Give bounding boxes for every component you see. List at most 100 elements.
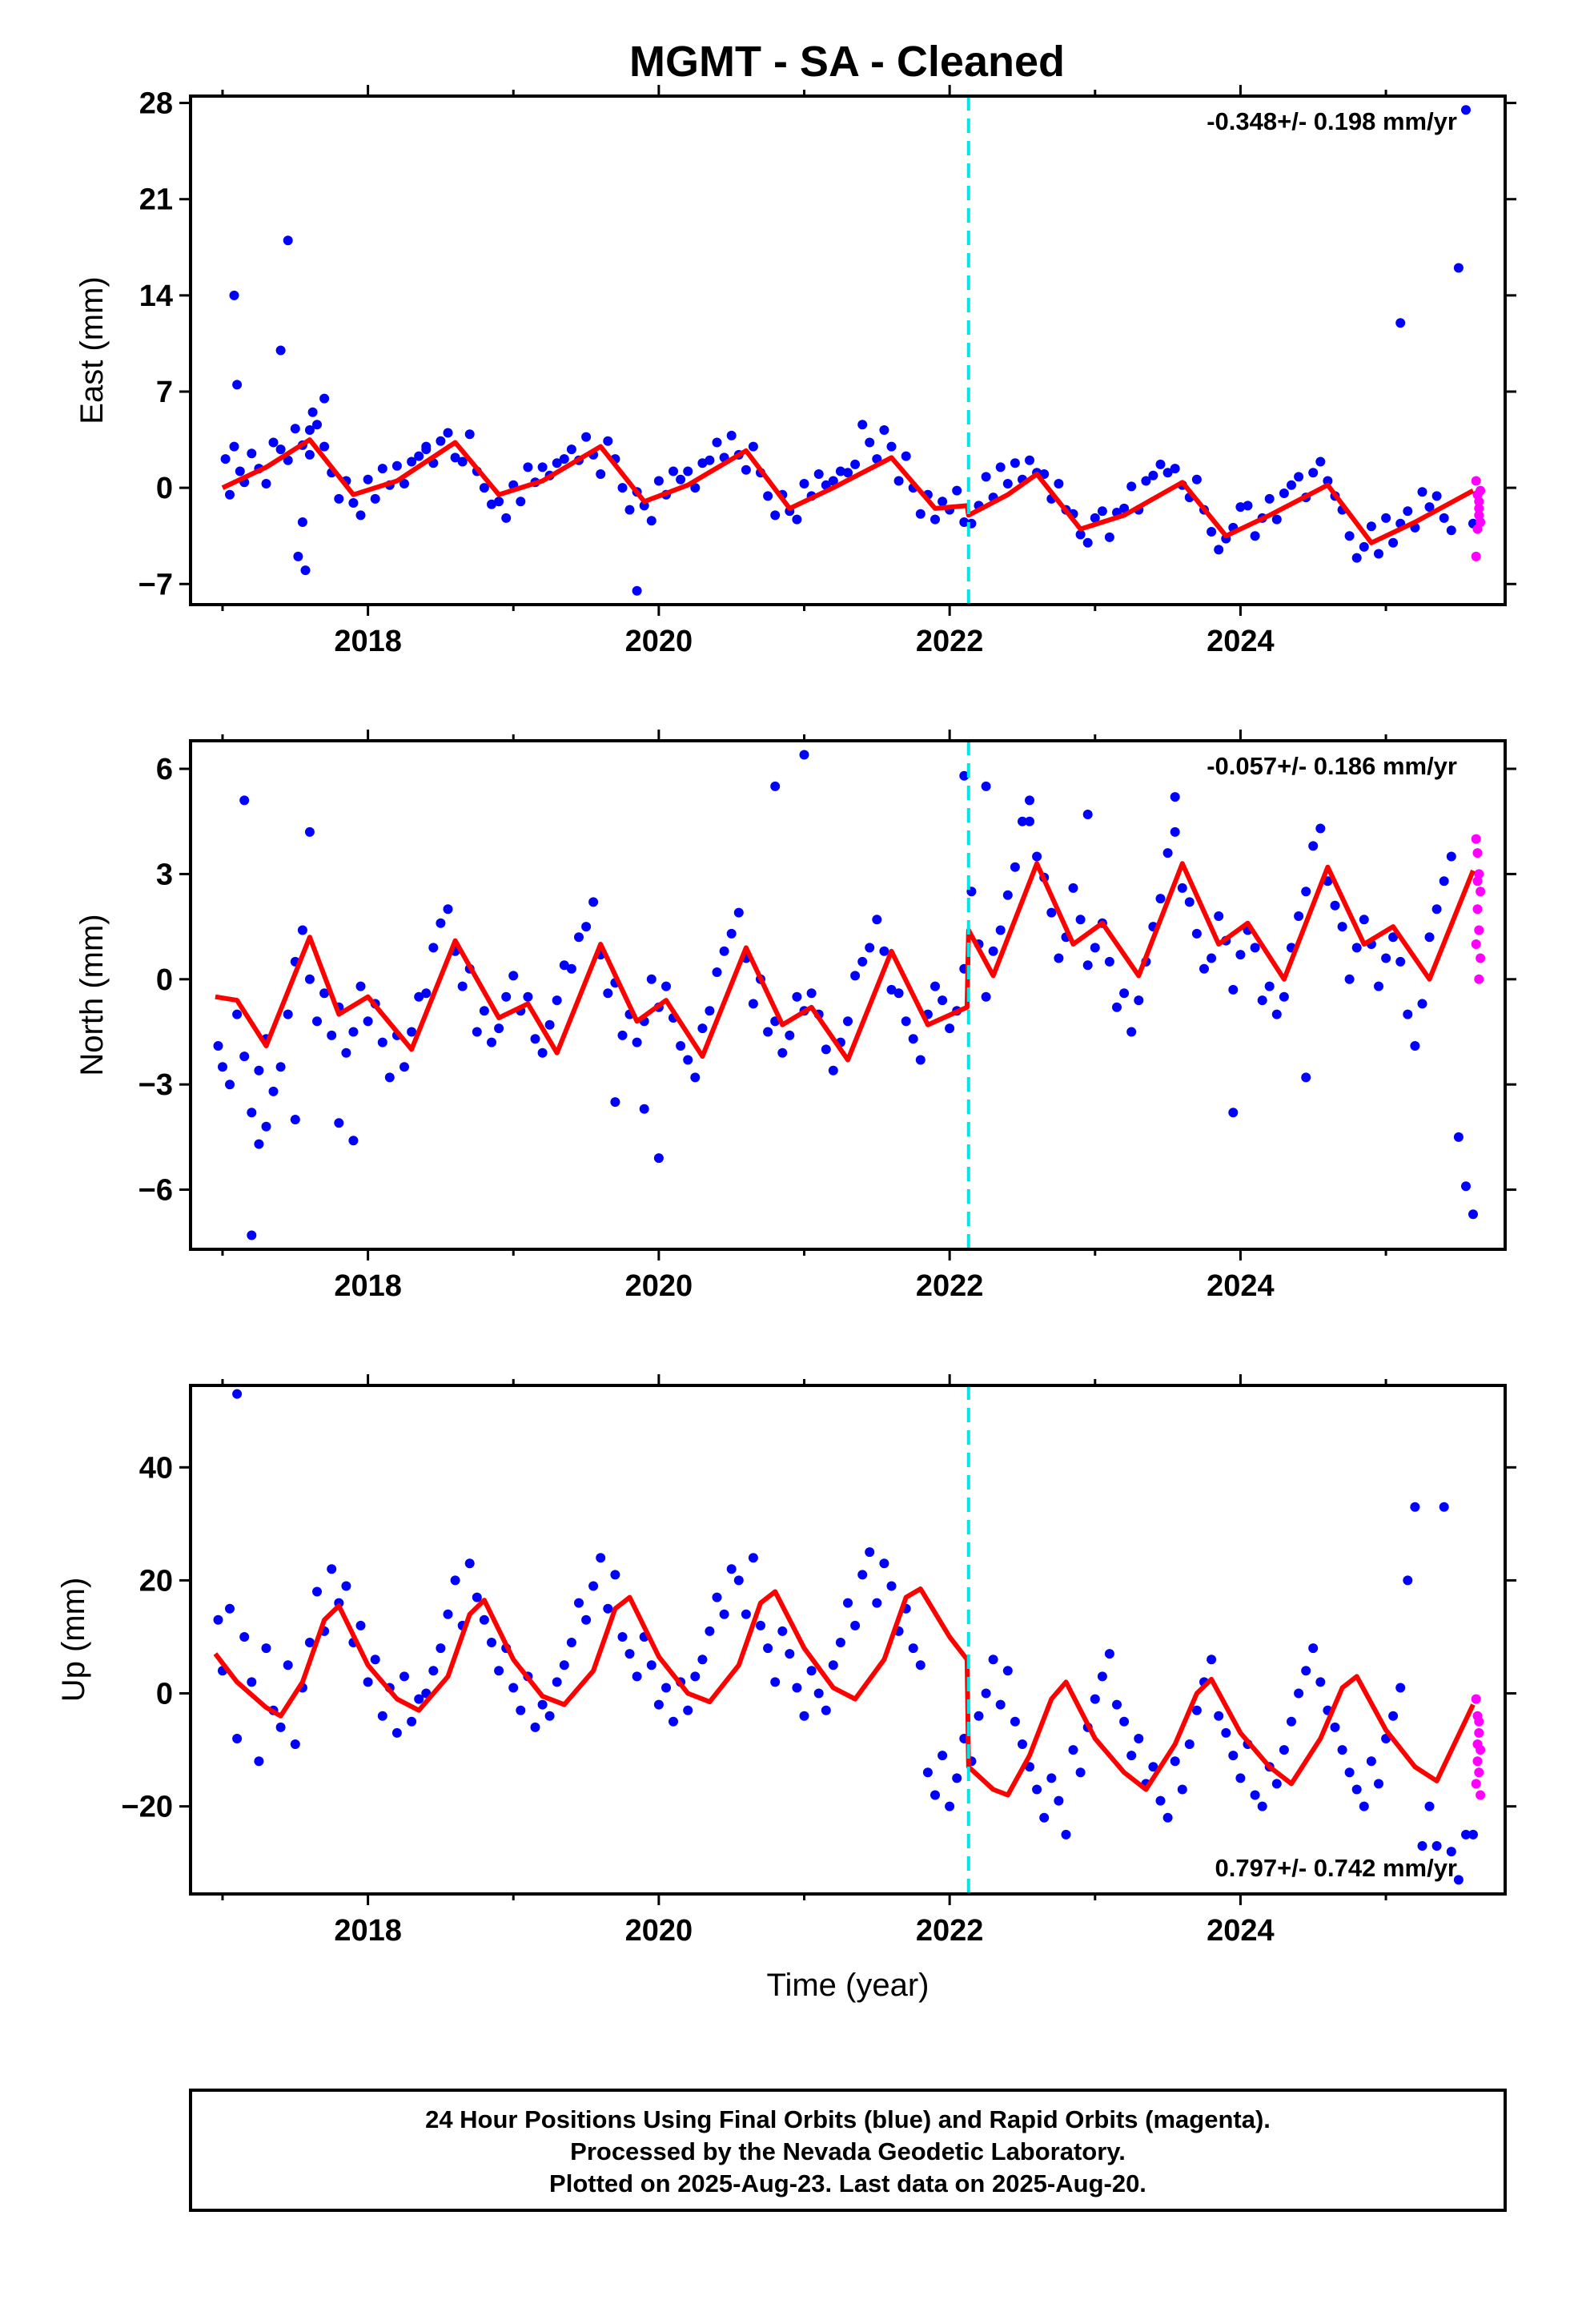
east-final-point	[893, 476, 904, 486]
up-final-point	[247, 1677, 257, 1687]
east-final-point	[938, 497, 948, 507]
east-final-point	[981, 472, 991, 482]
up-final-point	[952, 1773, 962, 1783]
up-final-point	[494, 1666, 504, 1676]
up-final-point	[603, 1603, 613, 1614]
up-final-point	[355, 1620, 366, 1630]
north-final-point	[1468, 1209, 1478, 1220]
north-final-point	[850, 971, 861, 981]
east-final-point	[748, 441, 758, 452]
up-final-point	[232, 1734, 243, 1743]
north-final-point	[501, 991, 512, 1002]
north-final-point	[407, 1027, 417, 1037]
up-final-point	[1417, 1841, 1427, 1851]
east-final-point	[293, 551, 303, 561]
north-final-point	[472, 1027, 482, 1037]
north-final-point	[1424, 932, 1435, 943]
north-final-point	[1344, 974, 1355, 984]
north-final-point	[239, 1051, 250, 1062]
east-final-point	[1214, 545, 1224, 555]
east-final-point	[450, 452, 460, 463]
north-final-point	[341, 1047, 351, 1058]
east-rapid-point	[1471, 476, 1481, 486]
up-ytick-label: 0	[156, 1678, 173, 1711]
up-final-point	[1221, 1727, 1231, 1738]
up-final-point	[1301, 1666, 1311, 1676]
north-rapid-point	[1474, 974, 1484, 984]
north-final-point	[487, 1037, 496, 1047]
north-final-point	[254, 1139, 264, 1149]
up-final-point	[283, 1660, 293, 1671]
up-final-point	[1250, 1790, 1260, 1800]
north-final-point	[1453, 1132, 1464, 1142]
east-final-point	[705, 455, 715, 465]
north-final-point	[1330, 900, 1340, 911]
up-final-point	[254, 1756, 264, 1767]
up-final-point	[581, 1614, 592, 1625]
east-final-point	[457, 456, 468, 467]
east-final-point	[726, 430, 737, 440]
north-final-point	[1075, 915, 1086, 925]
north-final-point	[581, 922, 592, 932]
up-final-point	[1315, 1677, 1326, 1687]
north-final-point	[384, 1072, 395, 1083]
east-final-point	[220, 454, 231, 464]
up-final-point	[290, 1739, 300, 1749]
footer-line-3: Plotted on 2025-Aug-23. Last data on 202…	[549, 2169, 1146, 2197]
north-final-point	[1250, 943, 1260, 953]
north-final-point	[1417, 999, 1427, 1009]
east-final-point	[247, 448, 257, 459]
east-final-point	[1287, 480, 1296, 490]
east-final-point	[799, 479, 809, 489]
east-final-point	[1082, 537, 1093, 548]
east-final-point	[559, 454, 569, 464]
up-rapid-point	[1472, 1756, 1483, 1767]
up-final-point	[1395, 1683, 1406, 1693]
north-final-point	[1315, 0, 1325, 5]
up-final-point	[1294, 1688, 1304, 1699]
east-final-point	[225, 489, 235, 500]
north-final-point	[508, 971, 519, 981]
north-ytick-label: −6	[139, 1174, 173, 1208]
east-final-point	[1104, 532, 1114, 542]
north-rapid-point	[1472, 876, 1483, 887]
up-final-point	[806, 1666, 817, 1676]
up-xtick-label: 2022	[916, 1914, 984, 1948]
up-final-point	[865, 1547, 875, 1558]
up-rapid-point	[1474, 1767, 1484, 1778]
up-final-point	[1410, 1502, 1420, 1512]
north-final-point	[1431, 904, 1442, 915]
east-panel: 2018 2020 2022 2024 −7 0 7 14 21 28 East (mm) -0.34…	[74, 85, 1516, 658]
up-final-point	[653, 1699, 664, 1710]
up-final-point	[239, 1632, 250, 1642]
north-final-point	[1018, 816, 1027, 826]
north-ytick-label: 6	[156, 753, 173, 786]
north-final-point	[1410, 1041, 1420, 1051]
up-final-point	[1054, 1795, 1064, 1806]
east-final-point	[1170, 464, 1180, 474]
east-final-point	[312, 420, 322, 430]
north-final-point	[763, 1027, 773, 1037]
east-final-point	[669, 466, 678, 476]
up-final-point	[508, 1683, 519, 1693]
up-final-point	[574, 1598, 584, 1608]
east-final-point	[319, 393, 330, 404]
north-final-point	[915, 1055, 926, 1065]
east-final-point	[1025, 455, 1034, 465]
east-rapid-point	[1474, 510, 1484, 521]
up-final-point	[1184, 1739, 1195, 1749]
north-final-point	[843, 1016, 853, 1027]
up-final-point	[588, 1581, 599, 1591]
east-final-point	[865, 437, 875, 448]
up-final-point	[1112, 1699, 1122, 1710]
north-final-point	[1170, 826, 1180, 837]
east-ytick-label: 21	[139, 183, 173, 217]
north-final-point	[348, 1027, 359, 1037]
north-rapid-point	[1471, 834, 1481, 844]
up-final-point	[312, 1586, 322, 1597]
north-final-point	[676, 1041, 686, 1051]
up-final-point	[988, 1655, 998, 1665]
north-final-point	[661, 981, 671, 991]
north-final-point	[355, 981, 366, 991]
east-final-point	[400, 479, 409, 489]
